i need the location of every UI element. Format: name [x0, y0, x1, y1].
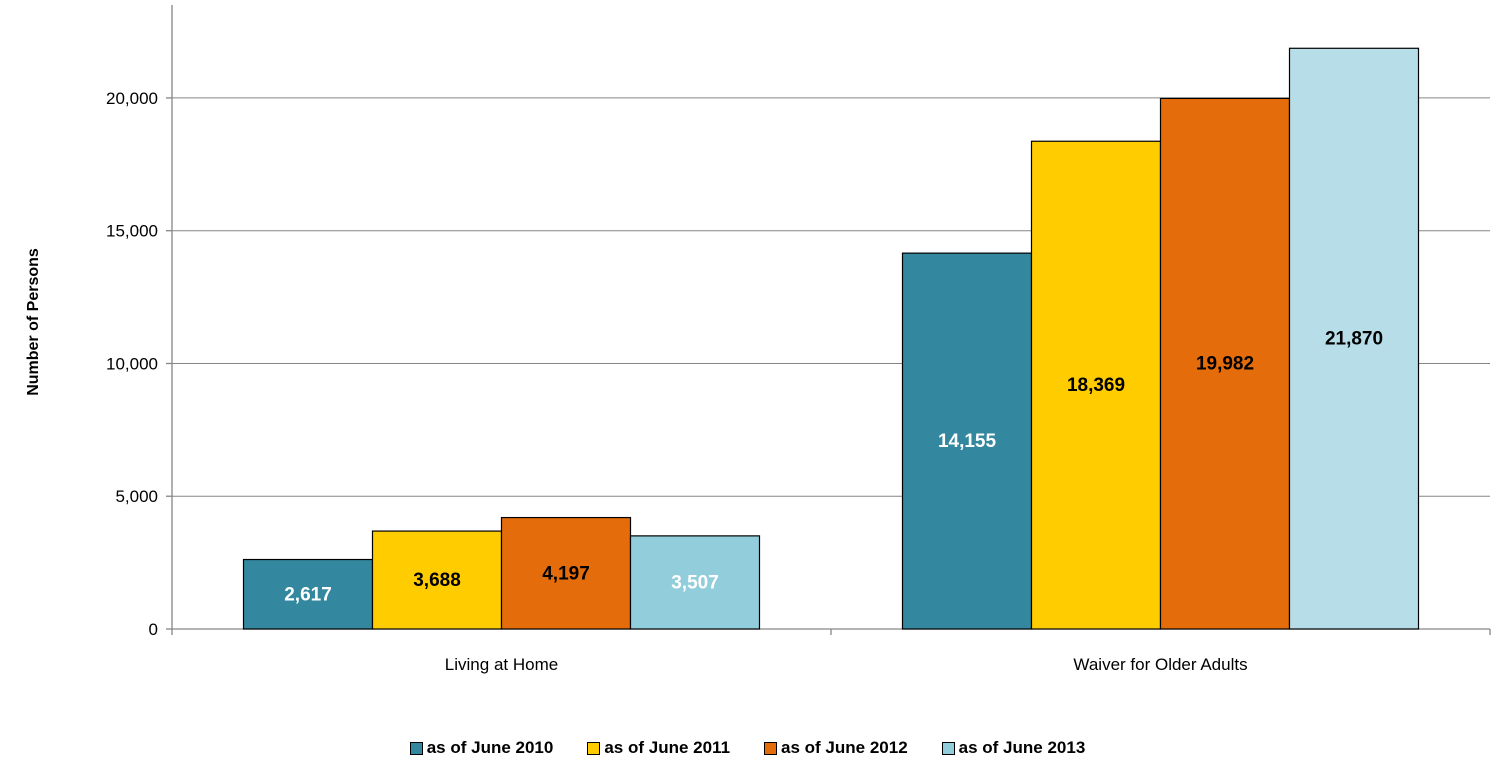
- legend-swatch: [587, 741, 601, 755]
- legend-label: as of June 2011: [604, 738, 731, 757]
- y-tick-label: 20,000: [106, 89, 158, 108]
- legend-swatch: [941, 741, 955, 755]
- legend-swatch: [764, 741, 778, 755]
- legend-item: as of June 2013: [941, 738, 1086, 758]
- bar: [1159, 97, 1291, 630]
- bar: [1288, 47, 1420, 630]
- y-tick-label: 15,000: [106, 222, 158, 241]
- data-label: 21,870: [1325, 329, 1383, 350]
- legend-label: as of June 2012: [781, 738, 908, 757]
- data-label: 4,197: [542, 563, 590, 584]
- legend-label: as of June 2013: [958, 738, 1086, 757]
- legend-item: as of June 2012: [764, 738, 908, 758]
- data-label: 14,155: [938, 431, 997, 452]
- data-label: 18,369: [1067, 375, 1125, 396]
- legend-item: as of June 2010: [409, 738, 554, 758]
- bar: [901, 252, 1033, 630]
- y-tick-label: 5,000: [115, 487, 158, 506]
- legend-label: as of June 2010: [426, 738, 554, 757]
- x-category-label: Waiver for Older Adults: [1073, 655, 1247, 674]
- data-label: 3,688: [413, 570, 461, 591]
- bar-chart: 0 5,000 10,000 15,000 20,000 2,617 3,688 4,197 3…: [106, 5, 1491, 674]
- bar: [629, 535, 761, 630]
- data-label: 2,617: [284, 584, 332, 605]
- bar: [500, 516, 632, 630]
- chart-legend: as of June 2010 as of June 2011 as of June…: [0, 738, 1495, 758]
- data-label: 3,507: [671, 572, 719, 593]
- bar: [1030, 140, 1162, 630]
- data-label: 19,982: [1196, 354, 1254, 375]
- y-tick-label: 10,000: [106, 354, 158, 373]
- legend-item: as of June 2011: [587, 738, 730, 758]
- y-tick-label: 0: [149, 620, 158, 639]
- x-category-label: Living at Home: [445, 655, 558, 674]
- legend-swatch: [409, 741, 423, 755]
- y-axis-label: Number of Persons: [25, 248, 42, 396]
